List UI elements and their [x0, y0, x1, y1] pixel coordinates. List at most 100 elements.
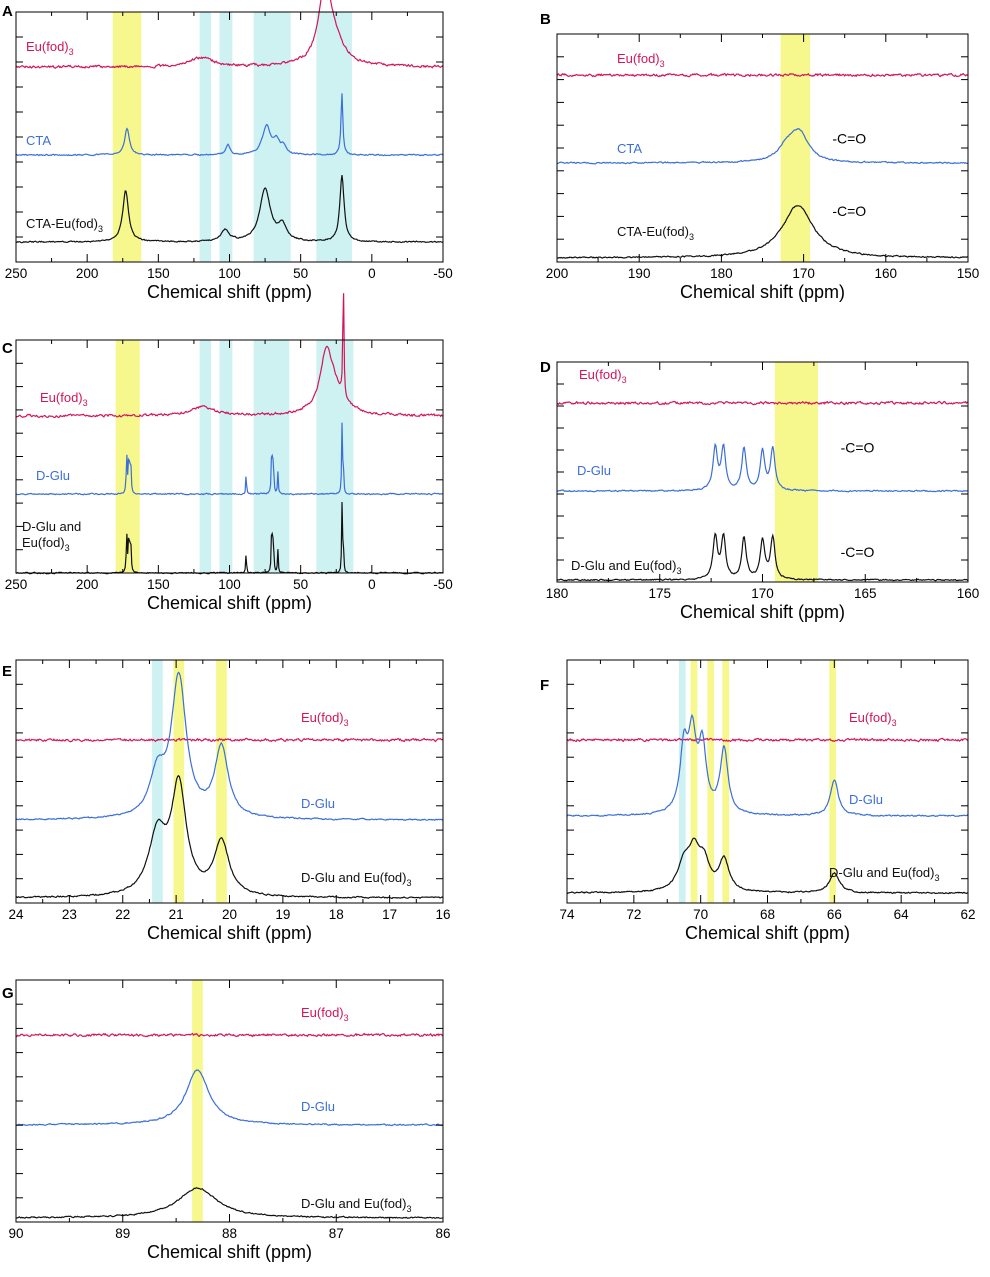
x-tick-label: 86	[435, 1226, 450, 1241]
x-tick-label: 87	[329, 1226, 344, 1241]
series-label: D-Glu	[301, 1099, 335, 1114]
series-label: D-Glu and Eu(fod)3	[829, 865, 940, 883]
series-label: D-Glu and	[22, 519, 81, 534]
x-tick-label: 21	[169, 907, 184, 922]
spectrum-line-e-0	[15, 737, 444, 743]
panel-f: Eu(fod)3 D-Glu D-Glu and Eu(fod)3 74 72 70 68 6…	[540, 659, 976, 943]
x-tick-label: 250	[5, 266, 28, 281]
series-label: D-Glu and Eu(fod)3	[301, 1196, 412, 1214]
x-tick-label: 180	[546, 586, 569, 601]
x-axis-title: Chemical shift (ppm)	[147, 282, 312, 302]
highlight-band-cyan	[199, 340, 211, 573]
x-tick-label: 50	[293, 266, 308, 281]
spectrum-line-g-2	[15, 1187, 444, 1219]
x-tick-label: 23	[62, 907, 77, 922]
x-tick-label: 200	[76, 577, 99, 592]
spectrum-line-d-1	[556, 442, 969, 493]
highlight-band-cyan	[219, 12, 233, 262]
x-axis-title: Chemical shift (ppm)	[147, 1242, 312, 1262]
x-tick-label: -50	[433, 266, 453, 281]
x-tick-label: 19	[275, 907, 290, 922]
highlight-band-yellow	[774, 362, 818, 582]
spectrum-line-c-0	[15, 293, 444, 419]
annotation-label: -C=O	[832, 203, 866, 219]
series-label: CTA	[617, 141, 642, 156]
spectrum-line-f-0	[566, 737, 969, 743]
x-tick-label: 150	[957, 266, 980, 281]
x-tick-label: 160	[957, 586, 980, 601]
highlight-band-yellow	[173, 660, 185, 903]
x-tick-label: 68	[760, 907, 775, 922]
spectrum-line-e-1	[15, 671, 444, 822]
series-label: D-Glu	[577, 463, 611, 478]
x-axis-title: Chemical shift (ppm)	[680, 602, 845, 622]
spectrum-line-d-2	[556, 532, 969, 582]
panel-b: Eu(fod)3 CTA CTA-Eu(fod)3 -C=O -C=O 200 190 180…	[540, 11, 979, 302]
x-tick-label: 72	[626, 907, 641, 922]
panel-g: Eu(fod)3 D-Glu D-Glu and Eu(fod)3 90 89 88 87 8…	[2, 979, 451, 1262]
x-tick-label: 88	[222, 1226, 237, 1241]
series-label: Eu(fod)3	[40, 390, 88, 408]
series-label: Eu(fod)3	[849, 710, 897, 728]
spectrum-line-d-0	[557, 400, 969, 406]
spectrum-line-b-0	[556, 72, 969, 78]
spectrum-line-a-1	[15, 93, 444, 157]
spectrum-line-c-1	[16, 422, 444, 496]
highlight-band-cyan	[152, 660, 163, 903]
panel-letter: A	[2, 3, 13, 20]
x-tick-label: 17	[382, 907, 397, 922]
series-label: CTA-Eu(fod)3	[617, 224, 694, 242]
highlight-band-yellow	[690, 660, 698, 903]
spectrum-line-f-2	[566, 837, 968, 895]
panel-letter: F	[540, 677, 549, 694]
x-tick-label: 70	[693, 907, 708, 922]
x-tick-label: 170	[792, 266, 815, 281]
series-label: D-Glu	[849, 792, 883, 807]
highlight-band-cyan	[199, 12, 211, 262]
x-axis-title: Chemical shift (ppm)	[147, 593, 312, 613]
x-tick-label: 200	[546, 266, 569, 281]
x-tick-label: 150	[147, 266, 170, 281]
x-axis-title: Chemical shift (ppm)	[680, 282, 845, 302]
panel-letter: D	[540, 359, 551, 376]
highlight-band-cyan	[678, 660, 686, 903]
x-axis-title: Chemical shift (ppm)	[147, 923, 312, 943]
series-label: CTA-Eu(fod)3	[26, 216, 103, 234]
panel-letter: C	[2, 340, 13, 357]
x-tick-label: 175	[648, 586, 671, 601]
annotation-label: -C=O	[841, 544, 875, 560]
series-label: D-Glu	[36, 468, 70, 483]
x-tick-label: 0	[368, 577, 376, 592]
x-tick-label: 160	[875, 266, 898, 281]
series-label: Eu(fod)3	[617, 51, 665, 69]
x-tick-label: 20	[222, 907, 237, 922]
panel-d: Eu(fod)3 D-Glu D-Glu and Eu(fod)3 -C=O -C=O 1…	[540, 359, 979, 622]
x-tick-label: 170	[751, 586, 774, 601]
x-tick-label: 0	[368, 266, 376, 281]
x-tick-label: 100	[218, 577, 241, 592]
series-label: Eu(fod)3	[579, 367, 627, 385]
x-tick-label: 64	[894, 907, 910, 922]
panel-e: Eu(fod)3 D-Glu D-Glu and Eu(fod)3 24 23 22 21 2…	[2, 659, 451, 943]
panel-letter: G	[2, 985, 14, 1002]
series-label: Eu(fod)3	[301, 710, 349, 728]
x-tick-label: 180	[710, 266, 733, 281]
annotation-label: -C=O	[832, 130, 866, 146]
spectrum-line-e-2	[15, 775, 444, 900]
highlight-band-yellow	[112, 12, 142, 262]
x-tick-label: 16	[435, 907, 450, 922]
series-label: D-Glu and Eu(fod)3	[301, 870, 412, 888]
series-label: D-Glu and Eu(fod)3	[571, 558, 682, 576]
x-tick-label: 22	[115, 907, 130, 922]
panel-letter: E	[2, 663, 12, 680]
spectrum-line-a-0	[15, 0, 444, 69]
x-tick-label: 74	[559, 907, 575, 922]
x-tick-label: 66	[827, 907, 842, 922]
x-tick-label: 90	[8, 1226, 23, 1241]
spectrum-line-b-1	[556, 127, 969, 165]
annotation-label: -C=O	[841, 440, 875, 456]
x-tick-label: 24	[8, 907, 24, 922]
